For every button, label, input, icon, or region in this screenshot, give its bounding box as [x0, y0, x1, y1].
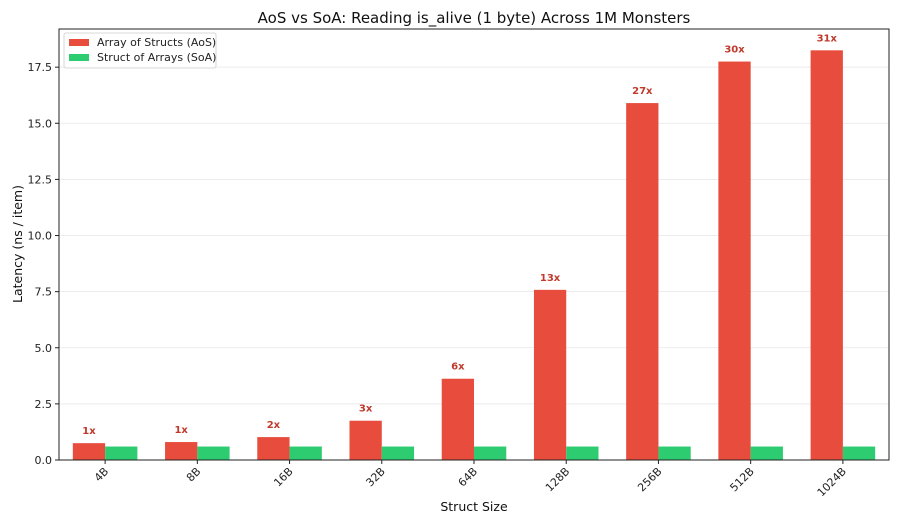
- bars: [72, 50, 876, 461]
- bar-ratio-label: 2x: [267, 420, 281, 431]
- gridlines: [59, 66, 889, 461]
- y-axis-title: Latency (ns / item): [10, 185, 25, 303]
- bar-labels: 1x 1x 2x 3x 6x 13x 27x 30x 31x: [82, 33, 837, 437]
- bar-ratio-label: 1x: [82, 426, 96, 437]
- bar-aos: [626, 103, 659, 460]
- bar-soa: [197, 446, 230, 460]
- bar-aos: [257, 437, 290, 460]
- bar-ratio-label: 31x: [817, 33, 838, 44]
- bar-ratio-label: 6x: [451, 362, 465, 373]
- bar-ratio-label: 30x: [724, 45, 745, 56]
- bar-soa: [289, 446, 322, 460]
- bar-ratio-label: 1x: [174, 425, 188, 436]
- y-tick-label: 12.5: [28, 173, 53, 186]
- y-tick-label: 5.0: [35, 342, 53, 355]
- y-tick-label: 15.0: [28, 117, 53, 130]
- y-axis: 0.0 2.5 5.0 7.5 10.0 12.5 15.0 17.5: [28, 61, 59, 467]
- x-tick-label: 128B: [543, 465, 572, 494]
- x-tick-label: 8B: [184, 465, 203, 484]
- x-tick-label: 16B: [271, 465, 295, 489]
- bar-soa: [566, 446, 599, 460]
- bar-ratio-label: 13x: [540, 273, 561, 284]
- bar-soa: [750, 446, 783, 460]
- bar-aos: [533, 289, 567, 460]
- bar-soa: [381, 446, 415, 460]
- bar-soa: [842, 446, 876, 460]
- x-tick-label: 256B: [635, 465, 664, 494]
- x-tick-label: 512B: [727, 465, 756, 494]
- x-tick-label: 4B: [92, 465, 111, 484]
- bar-ratio-label: 3x: [359, 404, 373, 415]
- bar-aos: [165, 442, 198, 460]
- legend-swatch: [69, 39, 89, 46]
- legend-swatch: [69, 54, 89, 61]
- y-tick-label: 10.0: [28, 230, 53, 243]
- legend-entry: Array of Structs (AoS): [97, 36, 216, 49]
- x-tick-label: 1024B: [815, 465, 849, 499]
- legend-box: [63, 32, 217, 69]
- bar-soa: [105, 446, 138, 460]
- bar-soa: [658, 446, 691, 460]
- bar-aos: [441, 378, 474, 460]
- bar-ratio-label: 27x: [632, 86, 653, 97]
- legend: Array of Structs (AoS) Struct of Arrays (…: [63, 32, 217, 69]
- bar-aos: [718, 61, 751, 461]
- x-tick-label: 64B: [456, 465, 480, 489]
- x-axis-title: Struct Size: [440, 499, 508, 514]
- x-tick-label: 32B: [363, 465, 387, 489]
- y-tick-label: 7.5: [35, 286, 53, 299]
- bar-aos: [810, 50, 843, 460]
- bar-aos: [349, 420, 382, 460]
- y-tick-label: 17.5: [28, 61, 53, 74]
- y-tick-label: 0.0: [35, 454, 53, 467]
- x-axis: 4B 8B 16B 32B 64B 128B 256B 512B 1024B: [92, 460, 849, 499]
- legend-entry: Struct of Arrays (SoA): [97, 51, 216, 64]
- chart-title: AoS vs SoA: Reading is_alive (1 byte) Ac…: [258, 9, 691, 28]
- bar-soa: [474, 446, 507, 460]
- bar-aos: [72, 443, 106, 460]
- y-tick-label: 2.5: [35, 398, 53, 411]
